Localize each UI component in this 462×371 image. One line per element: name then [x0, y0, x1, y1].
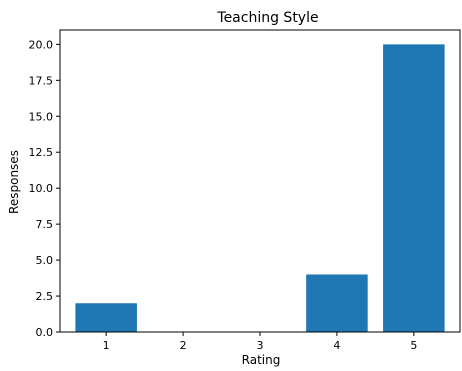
y-tick-label: 20.0: [29, 38, 54, 51]
chart-title: Teaching Style: [216, 10, 318, 26]
x-tick-label: 3: [257, 339, 264, 352]
bars-group: [75, 44, 445, 332]
bar-rating-4: [306, 274, 368, 332]
y-tick-label: 15.0: [29, 110, 54, 123]
x-tick-label: 1: [103, 339, 110, 352]
y-tick-label: 10.0: [29, 182, 54, 195]
x-axis-label: Rating: [242, 353, 281, 367]
y-tick-label: 0.0: [36, 326, 54, 339]
x-tick-label: 5: [410, 339, 417, 352]
y-tick-label: 17.5: [29, 74, 54, 87]
bar-rating-1: [75, 303, 137, 332]
plot-frame: [59, 29, 461, 333]
y-tick-label: 12.5: [29, 146, 54, 159]
x-tick-label: 4: [333, 339, 340, 352]
y-tick-label: 2.5: [36, 290, 54, 303]
y-tick-label: 5.0: [36, 254, 54, 267]
y-tick-label: 7.5: [36, 218, 54, 231]
bar-rating-5: [383, 44, 445, 332]
x-axis: 1 2 3 4 5: [103, 332, 417, 352]
x-tick-label: 2: [180, 339, 187, 352]
y-axis: 0.0 2.5 5.0 7.5 10.0 12.5 15.0 17.5 20.0: [29, 38, 60, 339]
y-axis-label: Responses: [7, 150, 21, 214]
